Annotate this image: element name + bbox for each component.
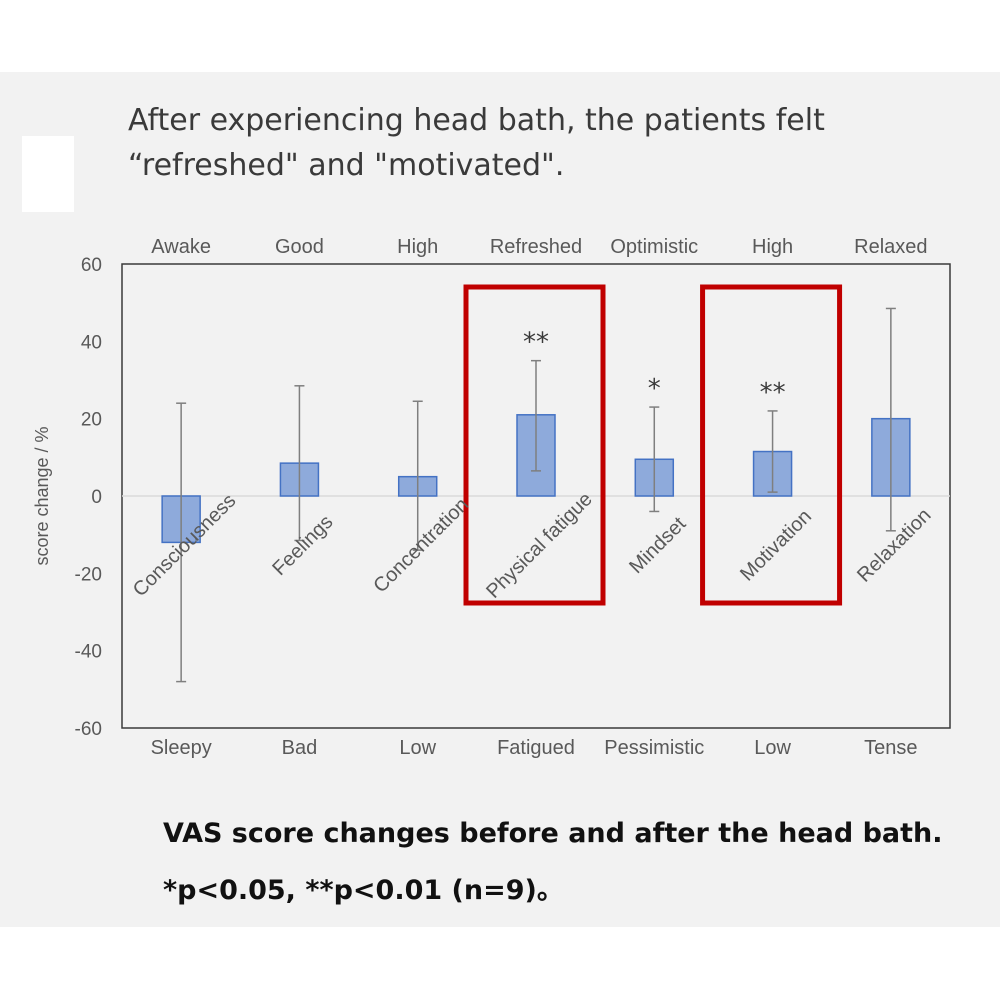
- bottom-anchor-label-3: Fatigued: [497, 737, 575, 759]
- top-anchor-label-4: Optimistic: [610, 236, 698, 258]
- bottom-anchor-label-4: Pessimistic: [604, 737, 704, 759]
- y-tick-label: -60: [75, 719, 102, 740]
- category-label-4: Mindset: [625, 513, 690, 578]
- significance-marker-4: *: [648, 374, 661, 404]
- top-anchor-label-2: High: [397, 236, 438, 258]
- category-label-3: Physical fatigue: [482, 488, 597, 603]
- slide-corner-tab: [22, 136, 74, 212]
- bottom-anchor-label-6: Tense: [864, 737, 917, 759]
- y-axis-label: score change / %: [32, 426, 52, 565]
- bottom-anchor-label-5: Low: [754, 737, 791, 759]
- highlight-box-1: [700, 284, 843, 606]
- y-tick-label: 60: [81, 255, 102, 276]
- top-anchor-label-3: Refreshed: [490, 236, 582, 258]
- top-anchor-label-0: Awake: [151, 236, 211, 258]
- highlight-box-0: [463, 284, 606, 606]
- category-label-6: Relaxation: [853, 504, 935, 586]
- slide-title-line-2: “refreshed" and "motivated".: [128, 148, 565, 183]
- figure-caption-line-1: VAS score changes before and after the h…: [163, 818, 943, 849]
- y-tick-label: 0: [91, 487, 102, 508]
- significance-marker-3: **: [523, 328, 549, 358]
- category-label-5: Motivation: [736, 505, 816, 585]
- y-tick-label: -20: [75, 564, 102, 585]
- top-anchor-label-5: High: [752, 236, 793, 258]
- bottom-anchor-label-1: Bad: [282, 737, 318, 759]
- top-anchor-label-1: Good: [275, 236, 324, 258]
- top-anchor-label-6: Relaxed: [854, 236, 927, 258]
- bottom-anchor-label-0: Sleepy: [151, 737, 212, 759]
- significance-marker-5: **: [760, 378, 786, 408]
- y-tick-label: -40: [75, 642, 102, 663]
- figure-caption-line-2: *p<0.05, **p<0.01 (n=9)。: [163, 875, 564, 906]
- category-label-2: Concentration: [369, 494, 473, 598]
- category-label-1: Feelings: [268, 511, 337, 580]
- y-tick-label: 40: [81, 332, 102, 353]
- y-tick-label: 20: [81, 410, 102, 431]
- slide-title-line-1: After experiencing head bath, the patien…: [128, 103, 825, 138]
- bottom-anchor-label-2: Low: [399, 737, 436, 759]
